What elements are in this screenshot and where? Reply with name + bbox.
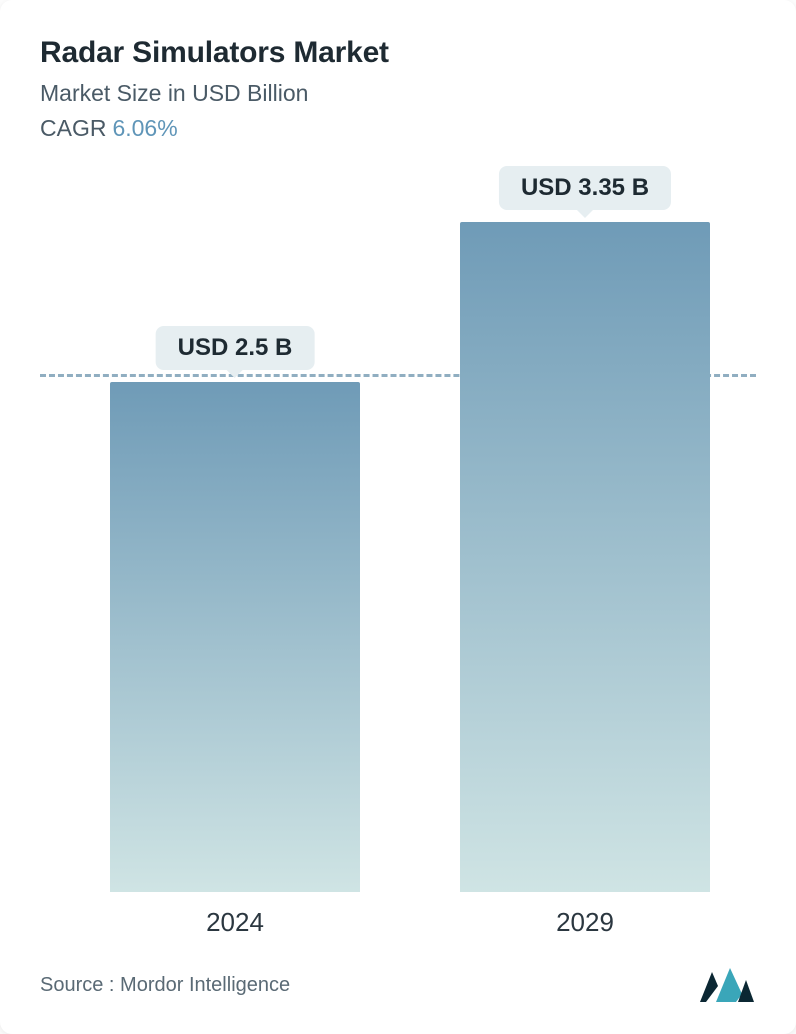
- logo-shape-dark-1: [700, 972, 718, 1002]
- cagr-row: CAGR6.06%: [40, 115, 756, 142]
- chart-title: Radar Simulators Market: [40, 36, 756, 70]
- bar-2024: USD 2.5 B 2024: [110, 382, 360, 892]
- bar-2029-label-tip: [576, 209, 594, 218]
- chart-footer: Source : Mordor Intelligence: [40, 960, 756, 1004]
- bar-2024-label-tip: [226, 369, 244, 378]
- bar-2029-label-wrap: USD 3.35 B: [499, 166, 671, 218]
- bar-2029: USD 3.35 B 2029: [460, 222, 710, 892]
- chart-area: USD 2.5 B 2024 USD 3.35 B 2029: [40, 160, 756, 952]
- cagr-label: CAGR: [40, 115, 106, 141]
- chart-card: Radar Simulators Market Market Size in U…: [0, 0, 796, 1034]
- cagr-value: 6.06%: [112, 115, 177, 141]
- source-text: Source : Mordor Intelligence: [40, 974, 290, 997]
- chart-subtitle: Market Size in USD Billion: [40, 80, 756, 107]
- bar-2024-x-label: 2024: [206, 907, 264, 938]
- bar-2029-value-label: USD 3.35 B: [499, 166, 671, 210]
- bar-2024-label-wrap: USD 2.5 B: [156, 326, 315, 378]
- mordor-logo-icon: [698, 966, 756, 1004]
- logo-shape-teal: [716, 968, 742, 1002]
- bar-2024-value-label: USD 2.5 B: [156, 326, 315, 370]
- bar-2029-x-label: 2029: [556, 907, 614, 938]
